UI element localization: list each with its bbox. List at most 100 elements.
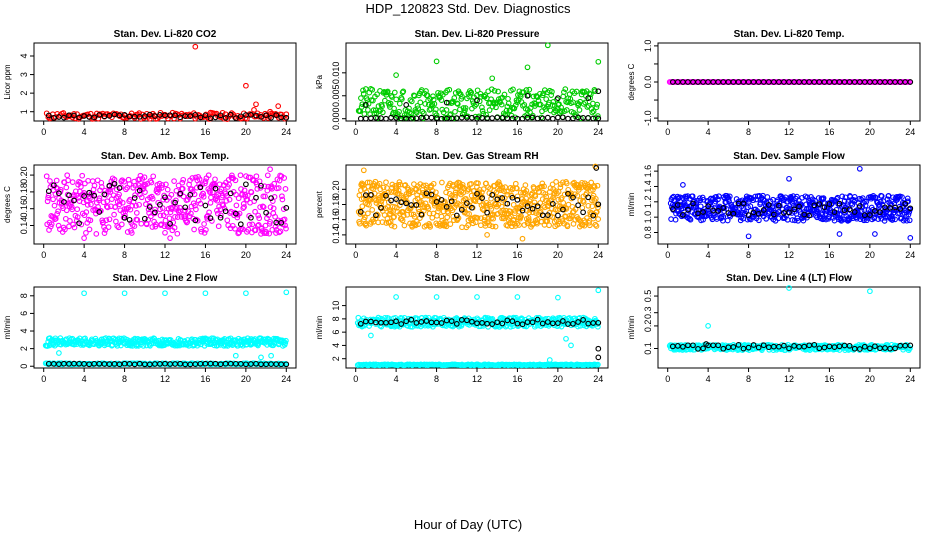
data-point bbox=[845, 199, 852, 205]
data-point bbox=[43, 173, 50, 180]
data-point bbox=[368, 332, 374, 339]
data-point bbox=[745, 233, 752, 240]
x-tick-label: 0 bbox=[665, 374, 670, 384]
data-point bbox=[543, 193, 550, 200]
data-point bbox=[223, 198, 230, 204]
data-point bbox=[524, 92, 531, 99]
data-point bbox=[831, 209, 838, 215]
data-point bbox=[378, 204, 384, 211]
data-point bbox=[720, 213, 727, 220]
data-point bbox=[102, 227, 109, 233]
data-point bbox=[439, 179, 445, 186]
data-point bbox=[212, 176, 218, 183]
data-point bbox=[51, 202, 58, 209]
data-point bbox=[200, 190, 207, 197]
data-point bbox=[592, 195, 599, 202]
data-point bbox=[171, 178, 177, 184]
data-point bbox=[149, 195, 156, 202]
data-point bbox=[474, 87, 481, 94]
data-point bbox=[549, 88, 555, 95]
data-point bbox=[907, 79, 914, 85]
panel-title: Stan. Dev. Sample Flow bbox=[733, 151, 845, 162]
data-point bbox=[240, 201, 247, 207]
data-point bbox=[243, 290, 249, 297]
x-tick-label: 0 bbox=[353, 374, 358, 384]
data-point bbox=[226, 181, 232, 188]
data-point bbox=[202, 178, 209, 185]
data-point bbox=[505, 100, 512, 107]
data-point bbox=[396, 108, 402, 115]
data-point bbox=[586, 222, 593, 229]
data-point bbox=[360, 90, 367, 97]
data-point bbox=[379, 103, 385, 110]
data-point bbox=[138, 220, 145, 227]
data-point bbox=[428, 191, 435, 198]
x-tick-label: 24 bbox=[593, 127, 603, 137]
data-point bbox=[560, 206, 566, 213]
y-tick-label: 0.0 bbox=[643, 76, 653, 89]
data-point bbox=[71, 224, 78, 231]
data-point bbox=[430, 93, 436, 100]
data-point bbox=[173, 204, 180, 211]
data-point bbox=[391, 213, 397, 220]
x-tick-label: 24 bbox=[281, 250, 291, 260]
data-point bbox=[479, 108, 486, 114]
data-point bbox=[131, 223, 138, 229]
data-point bbox=[595, 58, 602, 65]
data-point bbox=[93, 231, 100, 237]
data-point bbox=[417, 99, 424, 106]
x-tick-label: 20 bbox=[553, 127, 563, 137]
data-point bbox=[549, 200, 556, 207]
x-tick-label: 20 bbox=[553, 374, 563, 384]
data-point bbox=[448, 318, 455, 324]
data-point bbox=[400, 212, 407, 219]
data-point bbox=[393, 196, 399, 202]
x-tick-label: 20 bbox=[865, 374, 875, 384]
data-point bbox=[361, 214, 368, 221]
data-point bbox=[555, 212, 561, 219]
data-point bbox=[399, 315, 405, 322]
data-point bbox=[589, 203, 596, 210]
data-point bbox=[360, 87, 366, 94]
data-point bbox=[241, 204, 247, 210]
data-point bbox=[283, 205, 290, 211]
data-point bbox=[458, 114, 465, 121]
data-point bbox=[470, 100, 477, 107]
data-point bbox=[710, 213, 717, 219]
data-point bbox=[820, 195, 827, 201]
data-point bbox=[430, 180, 437, 187]
data-point bbox=[464, 200, 470, 206]
data-point bbox=[116, 191, 122, 198]
data-point bbox=[222, 115, 229, 121]
data-point bbox=[214, 197, 221, 204]
data-point bbox=[680, 182, 686, 188]
data-point bbox=[224, 217, 231, 224]
data-point bbox=[747, 203, 754, 210]
data-point bbox=[68, 204, 75, 210]
data-point bbox=[446, 86, 453, 93]
data-point bbox=[519, 115, 526, 122]
data-point bbox=[267, 166, 273, 173]
data-point bbox=[374, 91, 380, 98]
data-point bbox=[86, 189, 93, 196]
data-point bbox=[160, 212, 167, 219]
data-point bbox=[454, 216, 461, 222]
data-point bbox=[705, 203, 711, 210]
data-point bbox=[131, 195, 138, 201]
data-point bbox=[816, 345, 823, 352]
data-point bbox=[111, 180, 118, 187]
data-point bbox=[489, 321, 496, 327]
data-point bbox=[563, 206, 570, 212]
data-point bbox=[529, 319, 536, 326]
data-point bbox=[368, 318, 374, 325]
y-tick-label: 0.000 bbox=[331, 107, 341, 130]
data-point bbox=[366, 201, 372, 208]
data-point bbox=[111, 211, 117, 218]
data-point bbox=[220, 202, 227, 209]
data-point bbox=[152, 113, 158, 119]
data-point bbox=[786, 175, 792, 182]
data-point bbox=[221, 205, 228, 212]
data-point bbox=[532, 193, 539, 200]
data-point bbox=[237, 172, 244, 179]
